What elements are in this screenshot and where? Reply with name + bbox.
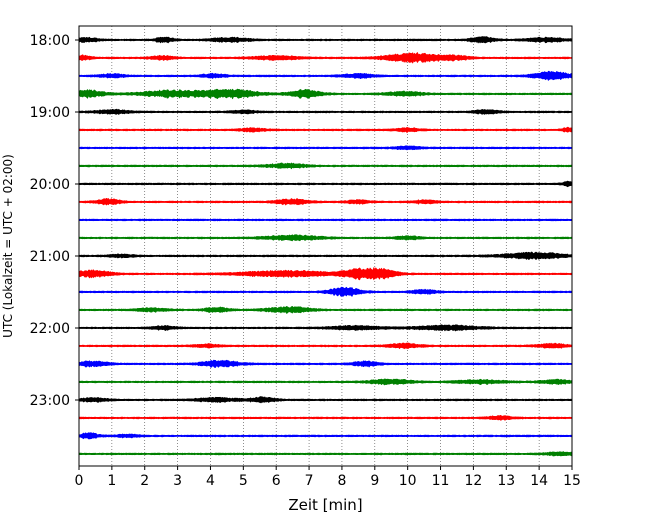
x-tick-label-9: 9 bbox=[370, 473, 379, 489]
plot-frame bbox=[78, 25, 573, 467]
x-tick-label-4: 4 bbox=[206, 473, 215, 489]
trace-2215 bbox=[78, 342, 573, 350]
trace-1815 bbox=[78, 52, 573, 64]
x-axis-label: Zeit [min] bbox=[288, 496, 362, 514]
y-tick-label-2300: 23:00 bbox=[30, 393, 70, 409]
y-tick-label-2200: 22:00 bbox=[30, 321, 70, 337]
trace-1830 bbox=[78, 70, 573, 81]
x-tick-label-11: 11 bbox=[432, 473, 450, 489]
grid-layer bbox=[111, 26, 540, 466]
trace-layer bbox=[78, 36, 573, 457]
trace-2315 bbox=[78, 414, 573, 421]
x-tick-label-13: 13 bbox=[497, 473, 515, 489]
trace-1915 bbox=[78, 126, 573, 134]
trace-1845 bbox=[78, 88, 573, 100]
x-tick-label-1: 1 bbox=[107, 473, 116, 489]
x-tick-label-7: 7 bbox=[305, 473, 314, 489]
x-tick-label-3: 3 bbox=[173, 473, 182, 489]
trace-2015 bbox=[78, 197, 573, 206]
trace-2045 bbox=[78, 234, 573, 242]
trace-2100 bbox=[78, 251, 573, 260]
trace-2300 bbox=[78, 396, 573, 404]
y-tick-label-1900: 19:00 bbox=[30, 105, 70, 121]
trace-2030 bbox=[78, 218, 573, 222]
y-tick-label-1800: 18:00 bbox=[30, 33, 70, 49]
trace-2200 bbox=[78, 324, 573, 332]
x-tick-label-0: 0 bbox=[75, 473, 84, 489]
trace-1900 bbox=[78, 108, 573, 115]
trace-2345 bbox=[78, 451, 573, 457]
x-tick-label-12: 12 bbox=[464, 473, 482, 489]
trace-2000 bbox=[78, 180, 573, 188]
x-tick-label-2: 2 bbox=[140, 473, 149, 489]
x-tick-label-14: 14 bbox=[530, 473, 548, 489]
trace-2230 bbox=[78, 359, 573, 368]
tick-layer: 0 1 2 3 4 5 6 7 8 9 10 11 12 13 14 1518:0019:0020:0021:… bbox=[30, 33, 581, 489]
trace-1945 bbox=[78, 162, 573, 170]
x-tick-label-10: 10 bbox=[399, 473, 417, 489]
y-tick-label-2100: 21:00 bbox=[30, 249, 70, 265]
trace-1800 bbox=[78, 36, 573, 44]
trace-1930 bbox=[78, 145, 573, 151]
trace-2330 bbox=[78, 432, 573, 440]
y-axis-label: UTC (Lokalzeit = UTC + 02:00) bbox=[1, 154, 15, 338]
x-tick-label-8: 8 bbox=[337, 473, 346, 489]
trace-2245 bbox=[78, 378, 573, 386]
x-tick-label-6: 6 bbox=[272, 473, 281, 489]
trace-2115 bbox=[78, 267, 573, 281]
y-tick-label-2000: 20:00 bbox=[30, 177, 70, 193]
x-tick-label-5: 5 bbox=[239, 473, 248, 489]
trace-2130 bbox=[78, 286, 573, 297]
trace-2145 bbox=[78, 305, 573, 314]
x-tick-label-15: 15 bbox=[563, 473, 581, 489]
